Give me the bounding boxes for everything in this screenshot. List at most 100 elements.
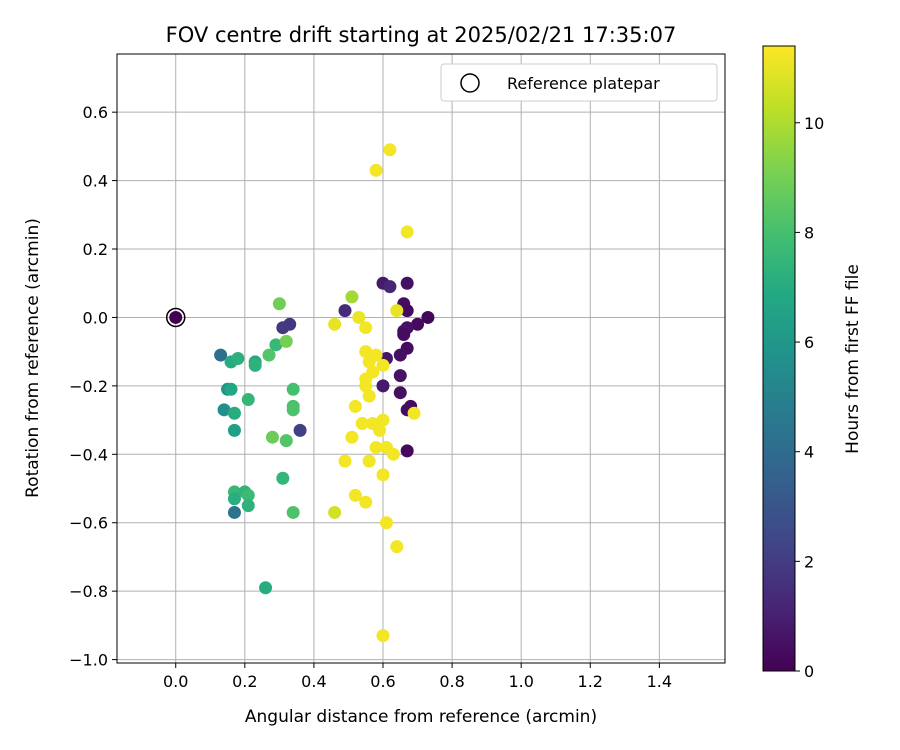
colorbar — [762, 45, 796, 672]
data-point — [293, 423, 307, 437]
data-point — [279, 434, 293, 448]
x-tick-label: 1.4 — [647, 672, 672, 691]
y-tick-label: −1.0 — [69, 651, 108, 670]
colorbar-tick-label: 8 — [804, 223, 814, 242]
data-point — [227, 505, 241, 519]
y-tick-label: 0.2 — [83, 240, 108, 259]
data-point — [248, 358, 262, 372]
data-point — [265, 430, 279, 444]
colorbar-tick-label: 2 — [804, 552, 814, 571]
x-tick-label: 0.4 — [301, 672, 326, 691]
x-axis-label: Angular distance from reference (arcmin) — [245, 707, 597, 727]
data-point — [227, 406, 241, 420]
data-point — [169, 310, 183, 324]
data-point — [359, 495, 373, 509]
data-point — [359, 345, 373, 359]
data-point — [390, 540, 404, 554]
data-point — [352, 310, 366, 324]
data-point — [286, 382, 300, 396]
data-point — [383, 280, 397, 294]
reference-platepar-marker — [165, 307, 186, 328]
data-point — [338, 454, 352, 468]
data-point — [272, 297, 286, 311]
x-tick-label: 0.6 — [370, 672, 395, 691]
data-point — [262, 348, 276, 362]
y-tick-label: 0.4 — [83, 172, 108, 191]
data-point — [400, 276, 414, 290]
data-point — [379, 516, 393, 530]
data-point — [338, 304, 352, 318]
data-point — [224, 382, 238, 396]
data-point — [376, 358, 390, 372]
data-point — [241, 499, 255, 513]
data-point — [400, 225, 414, 239]
data-point — [362, 389, 376, 403]
data-point — [369, 163, 383, 177]
y-tick-label: −0.8 — [69, 582, 108, 601]
data-point — [400, 304, 414, 318]
legend: Reference platepar — [440, 63, 718, 102]
data-point — [407, 406, 421, 420]
data-point — [345, 290, 359, 304]
data-point — [383, 143, 397, 157]
chart-title: FOV centre drift starting at 2025/02/21 … — [166, 23, 677, 47]
y-tick-label: −0.6 — [69, 514, 108, 533]
grid-lines — [117, 54, 725, 663]
data-point — [269, 338, 283, 352]
legend-label: Reference platepar — [507, 74, 660, 93]
data-point — [359, 321, 373, 335]
colorbar-tick-label: 10 — [804, 114, 824, 133]
data-point — [276, 471, 290, 485]
legend-marker — [460, 73, 480, 93]
y-tick-label: −0.2 — [69, 377, 108, 396]
data-point — [376, 413, 390, 427]
data-point — [411, 317, 425, 331]
data-point — [348, 399, 362, 413]
x-tick-label: 0.8 — [439, 672, 464, 691]
colorbar-tick-label: 4 — [804, 443, 814, 462]
data-point — [421, 310, 435, 324]
data-point — [393, 386, 407, 400]
x-tick-label: 0.0 — [163, 672, 188, 691]
data-point — [362, 454, 376, 468]
colorbar-ticks: 0 2 4 6 8 10 — [795, 114, 824, 681]
colorbar-tick-label: 0 — [804, 662, 814, 681]
x-tick-label: 1.2 — [578, 672, 603, 691]
data-point — [376, 468, 390, 482]
y-tick-label: 0.6 — [83, 103, 108, 122]
data-point — [231, 352, 245, 365]
data-point — [359, 379, 373, 393]
data-point — [348, 488, 362, 502]
data-point — [345, 430, 359, 444]
data-point — [376, 629, 390, 643]
data-point — [355, 417, 369, 431]
data-point — [393, 348, 407, 362]
data-point — [227, 492, 241, 506]
y-tick-label: 0.0 — [83, 308, 108, 327]
data-point — [227, 423, 241, 437]
colorbar-label: Hours from first FF file — [843, 264, 863, 454]
y-tick-label: −0.4 — [69, 445, 108, 464]
x-tick-label: 0.2 — [232, 672, 257, 691]
data-point — [373, 423, 387, 437]
data-point — [214, 348, 228, 362]
x-axis-ticks: 0.0 0.2 0.4 0.6 0.8 1.0 1.2 1.4 — [163, 663, 672, 691]
data-point — [393, 369, 407, 383]
data-point — [390, 304, 404, 318]
colorbar-tick-label: 6 — [804, 333, 814, 352]
y-axis-label: Rotation from reference (arcmin) — [23, 218, 43, 498]
data-point — [369, 440, 383, 454]
data-point — [362, 355, 376, 369]
data-point — [259, 581, 273, 595]
legend-box — [440, 63, 718, 102]
data-point — [241, 488, 255, 502]
data-point — [217, 403, 231, 417]
plot-frame — [116, 53, 726, 664]
data-point — [286, 403, 300, 417]
data-point — [328, 317, 342, 331]
y-axis-ticks: 0.6 0.4 0.2 0.0 −0.2 −0.4 −0.6 −0.8 −1.0 — [69, 103, 117, 670]
data-point — [386, 447, 400, 461]
data-points — [169, 143, 435, 643]
data-point — [276, 321, 290, 335]
